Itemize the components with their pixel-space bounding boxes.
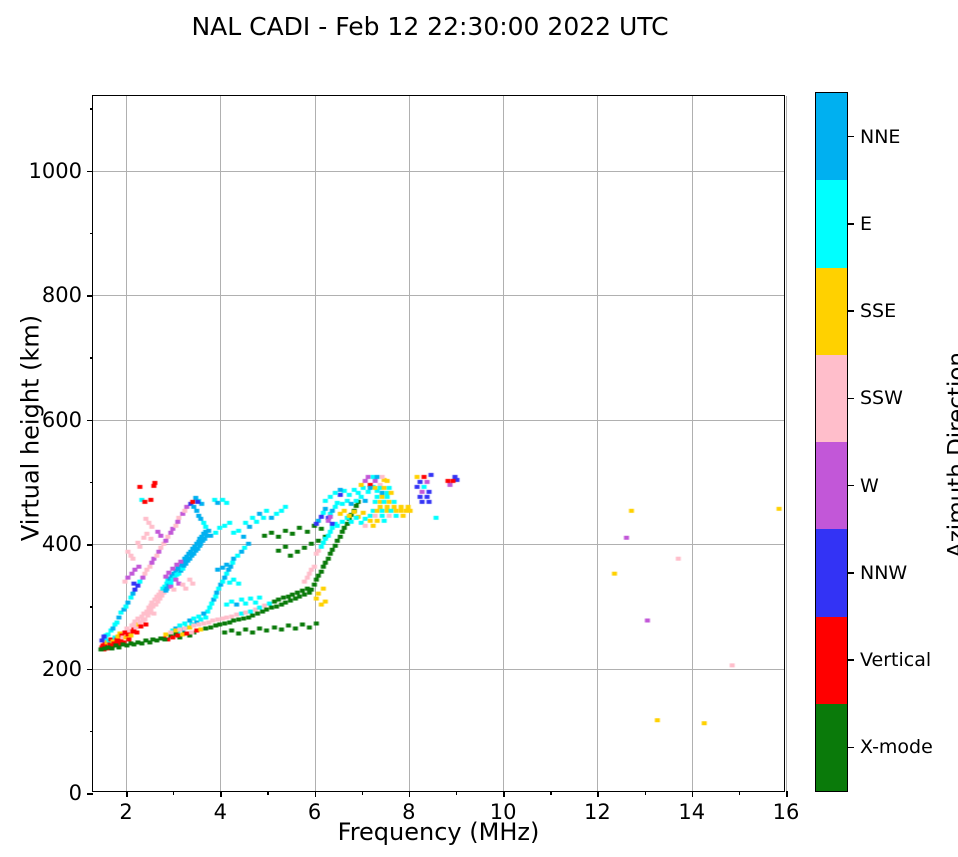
y-tick	[87, 419, 93, 422]
page-title: NAL CADI - Feb 12 22:30:00 2022 UTC	[191, 12, 669, 41]
colorbar-label-x-mode: X-mode	[860, 736, 933, 759]
colorbar-tick	[847, 397, 854, 400]
y-tick	[87, 793, 93, 795]
y-tick-label: 400	[41, 532, 82, 557]
x-tick-label: 16	[772, 800, 800, 824]
colorbar-tick	[847, 484, 854, 487]
colorbar-segment-w	[816, 442, 847, 530]
x-tick-minor	[173, 791, 175, 795]
colorbar-segment-nne	[816, 93, 847, 181]
y-tick-label: 800	[41, 283, 82, 308]
x-tick-label: 2	[119, 800, 133, 824]
colorbar-tick	[847, 135, 854, 138]
colorbar-segment-ssw	[816, 354, 847, 442]
y-tick	[87, 668, 93, 671]
colorbar-tick	[847, 310, 854, 312]
x-axis-label: Frequency (MHz)	[337, 818, 540, 846]
plot-axes: 2 4 6 8 10 12 14 16 0 200 400 600 800 1000	[29, 95, 799, 824]
colorbar-segment-x-mode	[816, 703, 847, 791]
x-tick-minor	[361, 791, 363, 795]
y-tick	[87, 295, 93, 297]
colorbar-tick	[847, 572, 854, 574]
colorbar-segment-vertical	[816, 616, 847, 704]
y-tick-minor	[89, 108, 93, 110]
colorbar-label-vertical: Vertical	[860, 649, 932, 672]
y-tick-label: 0	[68, 781, 82, 805]
colorbar-label-sse: SSE	[860, 300, 897, 323]
x-tick	[691, 791, 694, 797]
y-tick-minor	[89, 606, 93, 608]
x-tick-minor	[550, 791, 552, 795]
colorbar-label-w: W	[860, 474, 879, 497]
y-tick-minor	[89, 232, 93, 235]
x-tick-label: 10	[489, 800, 517, 824]
colorbar-label-e: E	[860, 212, 873, 235]
x-tick-label: 8	[402, 800, 416, 824]
y-tick-minor	[89, 357, 93, 359]
colorbar-tick	[847, 746, 854, 749]
y-tick-label: 600	[41, 407, 82, 432]
x-tick-minor	[738, 791, 741, 795]
y-tick	[87, 170, 93, 173]
ionogram-data-layer	[93, 96, 784, 791]
colorbar-tick	[847, 659, 854, 661]
x-tick-minor	[267, 791, 269, 795]
y-tick-label: 1000	[28, 158, 82, 183]
x-tick-label: 12	[584, 800, 611, 824]
colorbar-segment-nnw	[816, 529, 847, 617]
x-tick	[503, 791, 505, 797]
y-tick	[87, 544, 93, 546]
x-tick	[408, 791, 411, 797]
colorbar-label: Azimuth Direction	[944, 352, 958, 558]
y-axis-label: Virtual height (km)	[16, 314, 45, 542]
x-tick-label: 4	[213, 800, 227, 824]
azimuth-colorbar: NNE E SSE SSW W NNW Vertical X-mode	[815, 92, 933, 792]
colorbar-segment-e	[816, 180, 847, 268]
x-tick-label: 14	[678, 800, 706, 824]
colorbar-segment-sse	[816, 267, 847, 355]
y-tick-minor	[89, 730, 93, 733]
colorbar-label-nne: NNE	[860, 125, 901, 148]
y-tick-minor	[89, 481, 93, 484]
x-tick	[597, 791, 600, 797]
gridline-vertical	[786, 96, 787, 791]
colorbar-label-nnw: NNW	[860, 561, 908, 584]
x-tick-minor	[644, 791, 646, 795]
y-tick-label: 200	[41, 656, 82, 681]
colorbar-tick	[847, 223, 854, 225]
x-tick-label: 6	[307, 800, 322, 824]
x-tick-minor	[456, 791, 458, 795]
x-tick	[786, 791, 788, 797]
x-tick	[314, 791, 317, 797]
colorbar-label-ssw: SSW	[860, 387, 903, 410]
x-tick	[220, 791, 222, 797]
x-tick	[126, 791, 128, 797]
